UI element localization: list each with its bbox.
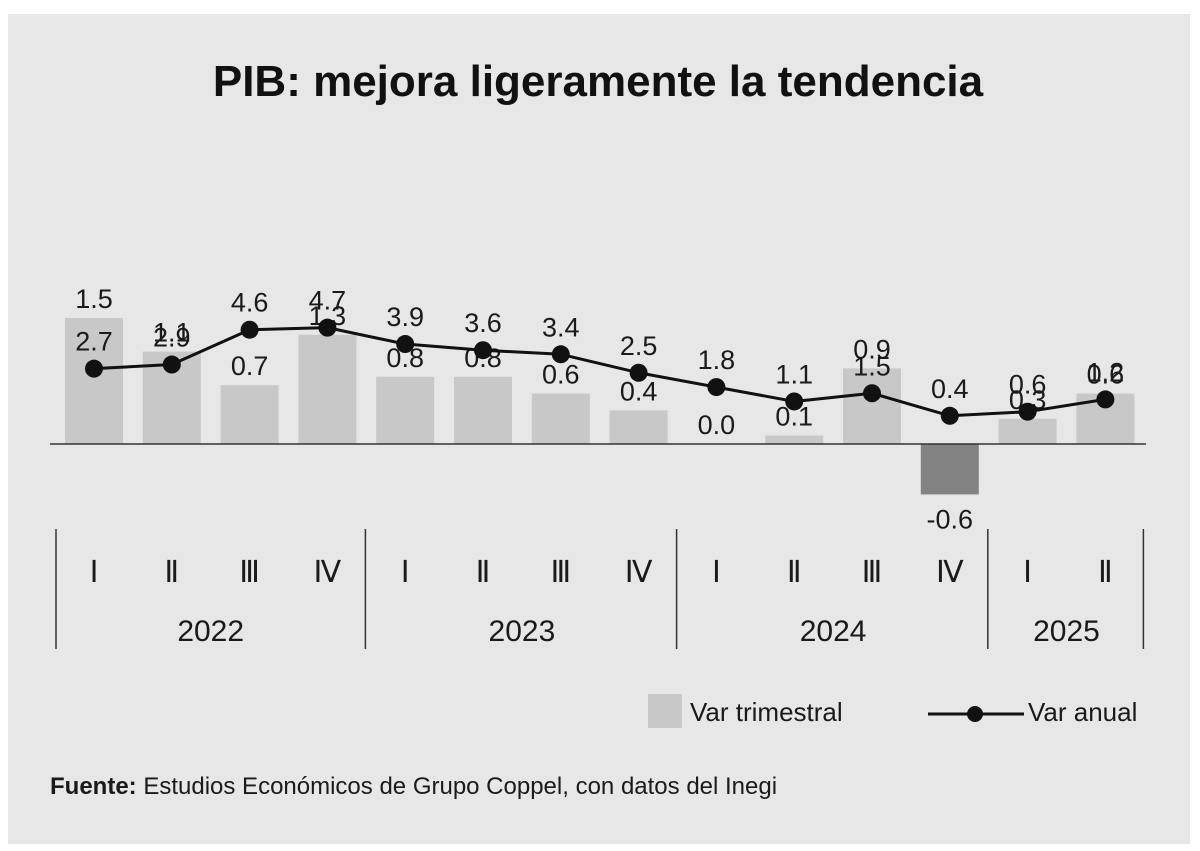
line-point-q6 xyxy=(474,341,492,360)
line-value-label: 1.8 xyxy=(698,345,736,375)
line-point-q12 xyxy=(940,406,959,425)
quarter-label: Ⅱ xyxy=(1098,555,1113,590)
bar-q6 xyxy=(454,376,512,444)
line-point-q13 xyxy=(1018,402,1037,421)
line-point-q5 xyxy=(396,335,415,354)
line-value-label: 3.4 xyxy=(542,312,580,342)
quarter-label: Ⅲ xyxy=(862,555,883,590)
bar-q11 xyxy=(843,368,901,444)
quarter-label: Ⅰ xyxy=(90,555,99,590)
quarter-label: Ⅰ xyxy=(1023,555,1032,590)
line-value-label: 4.6 xyxy=(231,288,269,318)
bar-value-label: 0.6 xyxy=(542,360,580,390)
line-value-label: 2.7 xyxy=(75,327,113,357)
line-value-label: 2.5 xyxy=(620,331,658,361)
bar-q7 xyxy=(531,393,590,444)
bar-q13 xyxy=(998,418,1057,444)
quarter-label: Ⅳ xyxy=(625,555,653,590)
line-series xyxy=(93,326,1106,418)
line-point-q3 xyxy=(240,320,259,339)
category-axis: Ⅰ Ⅱ Ⅲ Ⅳ Ⅰ Ⅱ Ⅲ Ⅳ Ⅰ Ⅱ Ⅲ Ⅳ Ⅰ Ⅱ 2022 2023 2024 2025 xyxy=(55,529,1145,649)
legend-line-label: Var anual xyxy=(1028,697,1137,727)
legend: Var trimestral Var anual xyxy=(648,694,1137,728)
bar-q8 xyxy=(609,410,668,444)
source-text: Estudios Económicos de Grupo Coppel, con… xyxy=(137,773,777,800)
line-value-label: 1.1 xyxy=(775,359,813,389)
annual-line xyxy=(93,326,1106,418)
bar-value-label: 0.9 xyxy=(853,334,891,364)
quarter-label: Ⅱ xyxy=(476,555,491,590)
gdp-chart: PIB: mejora ligeramente la tendencia 1.5… xyxy=(50,57,1146,800)
line-value-label: 1.5 xyxy=(853,351,891,381)
line-point-q10 xyxy=(785,392,804,411)
line-point-q14 xyxy=(1096,390,1115,409)
bar-value-label: 1.1 xyxy=(153,318,191,348)
line-value-label: 2.9 xyxy=(153,323,191,353)
year-label: 2023 xyxy=(489,615,556,648)
bar-value-label: 1.5 xyxy=(75,284,113,314)
quarter-label: Ⅲ xyxy=(239,555,260,590)
line-value-labels: 2.7 2.94.6 4.73.9 3.6 3.42.5 1.8 1.1 1.50.4 0.6 1… xyxy=(75,286,1124,404)
bar-value-label: 0.6 xyxy=(1087,360,1125,390)
line-point-q4 xyxy=(318,318,337,337)
line-value-label: 0.6 xyxy=(1009,370,1047,400)
line-point-q2 xyxy=(162,355,181,374)
line-points xyxy=(85,318,1115,425)
quarter-label: Ⅳ xyxy=(314,555,342,590)
year-label: 2025 xyxy=(1033,615,1100,648)
line-value-label: 3.6 xyxy=(464,308,502,338)
line-value-label: 4.7 xyxy=(309,286,347,316)
legend-bar-label: Var trimestral xyxy=(690,697,843,727)
chart-title: PIB: mejora ligeramente la tendencia xyxy=(213,57,984,106)
bar-q10 xyxy=(765,435,824,444)
line-point-q11 xyxy=(863,384,881,403)
line-value-label: 3.9 xyxy=(386,302,424,332)
bar-value-labels: 1.51.10.71.30.80.80.60.40.00.10.9-0.60.3… xyxy=(75,284,1124,534)
quarter-label: Ⅰ xyxy=(401,555,410,590)
quarter-label: Ⅳ xyxy=(936,555,964,590)
bar-q3 xyxy=(220,385,279,444)
bar-q4 xyxy=(298,334,357,444)
quarter-label: Ⅰ xyxy=(712,555,721,590)
bar-value-label: 0.0 xyxy=(698,410,736,440)
quarter-label: Ⅱ xyxy=(787,555,802,590)
quarter-label: Ⅲ xyxy=(550,555,571,590)
line-value-label: 0.4 xyxy=(931,374,969,404)
line-point-q1 xyxy=(85,359,103,378)
bar-q5 xyxy=(376,376,435,444)
legend-bar-swatch xyxy=(648,694,682,728)
quarter-label: Ⅱ xyxy=(164,555,179,590)
year-label: 2022 xyxy=(177,615,244,648)
bar-q1 xyxy=(65,318,123,444)
bar-q12 xyxy=(920,444,979,495)
chart-panel: PIB: mejora ligeramente la tendencia 1.5… xyxy=(8,14,1190,844)
bar-value-label: 0.7 xyxy=(231,351,269,381)
legend-line-marker xyxy=(967,706,983,722)
source-prefix: Fuente: xyxy=(50,773,137,800)
source-note: Fuente: Estudios Económicos de Grupo Cop… xyxy=(50,773,777,800)
line-point-q8 xyxy=(629,363,648,382)
year-label: 2024 xyxy=(800,615,867,648)
line-point-q9 xyxy=(707,378,726,397)
line-value-label: 1.2 xyxy=(1087,357,1125,387)
bar-value-label: -0.6 xyxy=(927,504,974,534)
line-point-q7 xyxy=(551,345,570,364)
bar-series xyxy=(65,318,1135,495)
